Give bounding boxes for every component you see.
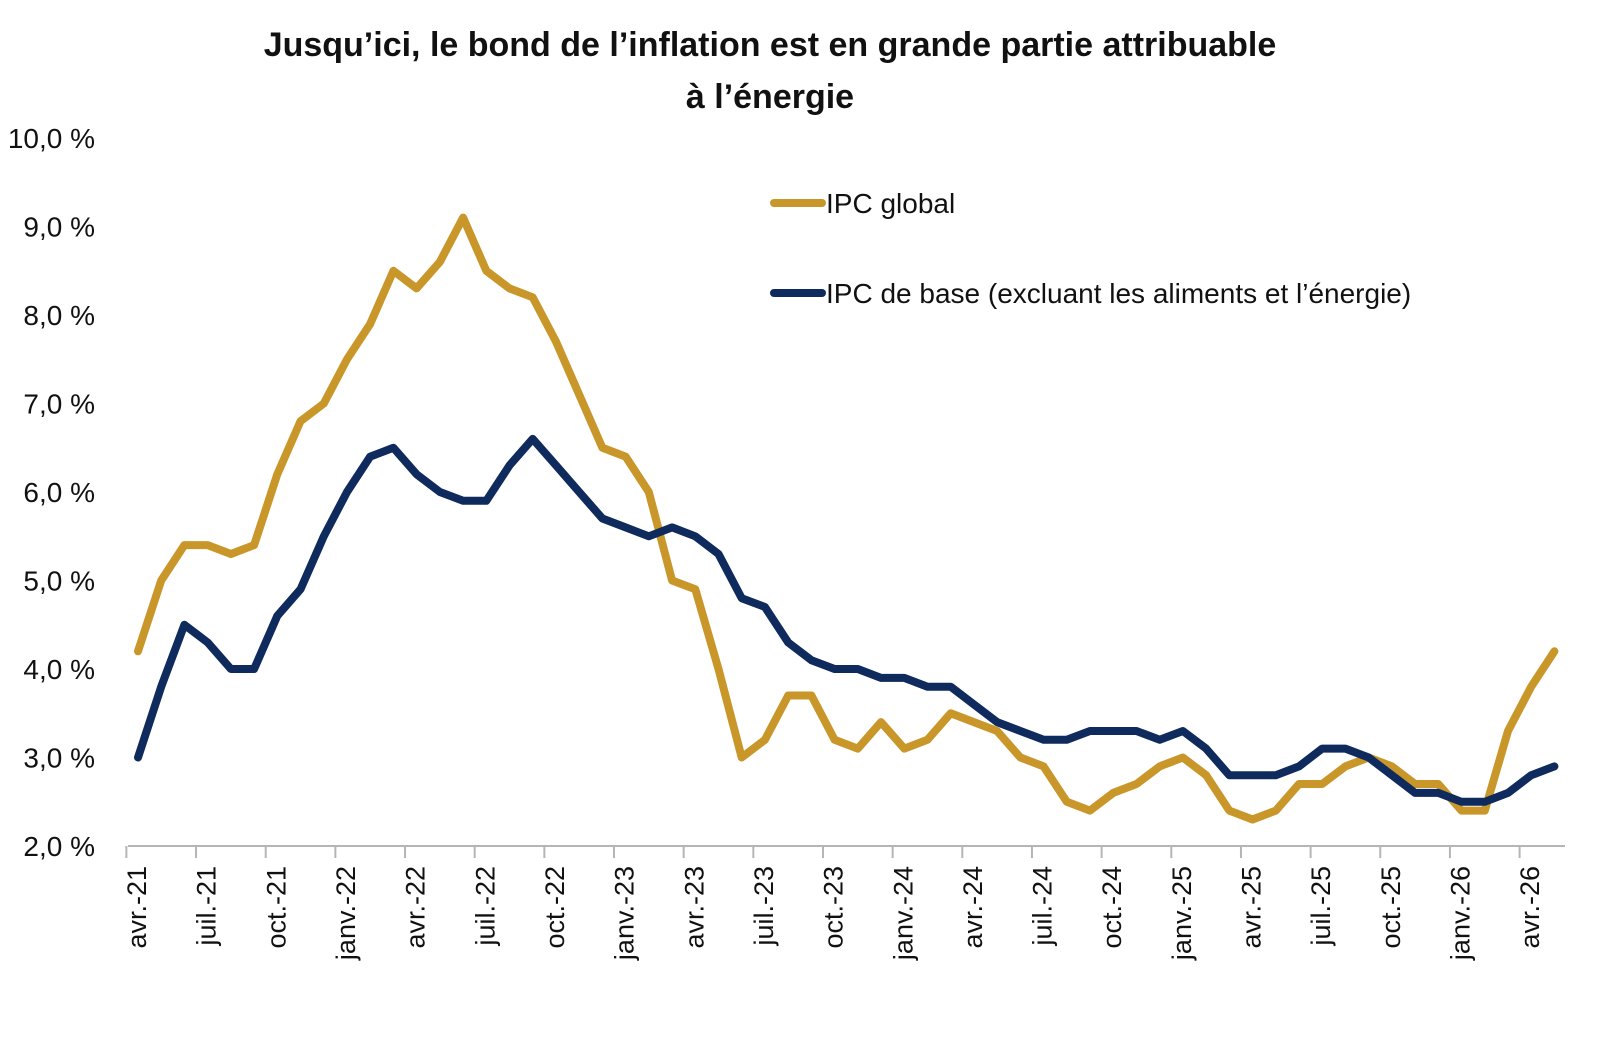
x-tick-label: janv.-25 bbox=[1167, 866, 1197, 961]
y-tick-label: 3,0 % bbox=[23, 743, 95, 774]
chart-subtitle: à l’énergie bbox=[686, 78, 854, 116]
y-axis: 10,0 % 9,0 % 8,0 % 7,0 % 6,0 % 5,0 % 4,0 % 3,0 … bbox=[8, 123, 95, 862]
y-tick-label: 9,0 % bbox=[23, 212, 95, 243]
x-tick-label: janv.-22 bbox=[331, 866, 361, 961]
series-line-1 bbox=[134, 434, 1559, 806]
x-tick-label: janv.-24 bbox=[888, 866, 918, 961]
legend: IPC global IPC de base (excluant les alim… bbox=[770, 188, 1411, 309]
y-tick-label: 2,0 % bbox=[23, 831, 95, 862]
y-tick-label: 10,0 % bbox=[8, 123, 95, 154]
x-tick-label: avr.-26 bbox=[1515, 866, 1545, 949]
legend-label-0: IPC global bbox=[826, 188, 955, 219]
x-tick-label: oct.-23 bbox=[819, 866, 849, 949]
y-tick-label: 7,0 % bbox=[23, 389, 95, 420]
x-tick-label: oct.-24 bbox=[1097, 866, 1127, 949]
x-tick-label: juil.-23 bbox=[749, 866, 779, 947]
legend-label-1: IPC de base (excluant les aliments et l’… bbox=[826, 278, 1411, 309]
x-tick-label: avr.-23 bbox=[679, 866, 709, 949]
x-tick-label: oct.-22 bbox=[540, 866, 570, 949]
y-tick-label: 5,0 % bbox=[23, 566, 95, 597]
x-tick-label: oct.-21 bbox=[261, 866, 291, 949]
y-tick-label: 8,0 % bbox=[23, 300, 95, 331]
x-tick-label: juil.-22 bbox=[470, 866, 500, 947]
x-tick-label: oct.-25 bbox=[1376, 866, 1406, 949]
x-tick-label: juil.-25 bbox=[1306, 866, 1336, 947]
x-tick-label: juil.-21 bbox=[192, 866, 222, 947]
x-tick-label: janv.-23 bbox=[610, 866, 640, 961]
x-tick-label: avr.-25 bbox=[1237, 866, 1267, 949]
x-tick-label: juil.-24 bbox=[1028, 866, 1058, 947]
series-layer bbox=[134, 213, 1559, 824]
chart-title: Jusqu’ici, le bond de l’inflation est en… bbox=[264, 26, 1277, 64]
x-axis: avr.-21 juil.-21 oct.-21 janv.-22 avr.-22 jui… bbox=[122, 846, 1545, 961]
x-tick-label: avr.-21 bbox=[122, 866, 152, 949]
x-tick-label: avr.-22 bbox=[401, 866, 431, 949]
x-tick-label: janv.-26 bbox=[1446, 866, 1476, 961]
series-line-0 bbox=[134, 213, 1559, 824]
y-tick-label: 6,0 % bbox=[23, 477, 95, 508]
x-tick-label: avr.-24 bbox=[958, 866, 988, 949]
y-tick-label: 4,0 % bbox=[23, 654, 95, 685]
